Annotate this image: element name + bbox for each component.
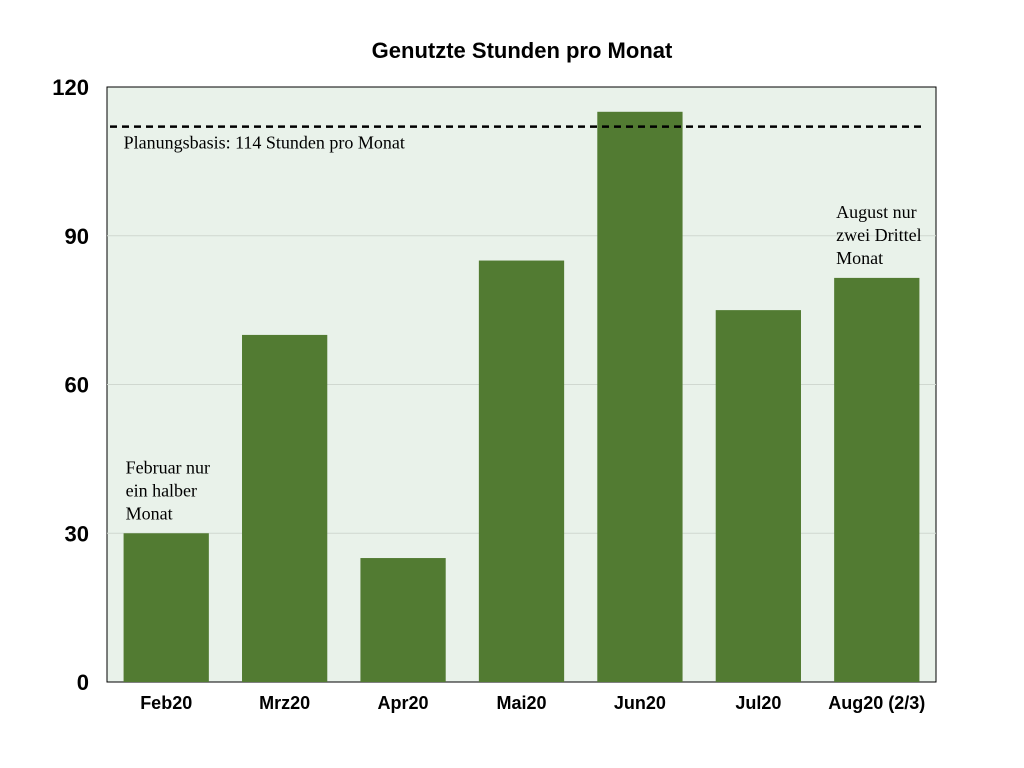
x-axis-ticks: Feb20 Mrz20 Apr20 Mai20 Jun20 Jul20 Aug20 (2/3… [140, 693, 925, 713]
bar-jul20 [715, 310, 801, 682]
bar-jun20 [597, 111, 683, 682]
bar-mrz20 [242, 334, 328, 682]
bar-annotation: Februar nur ein halber Monat [126, 457, 210, 523]
y-axis-ticks: 0 30 60 90 120 [52, 75, 89, 695]
x-tick-label: Mai20 [496, 693, 546, 713]
y-tick-label: 60 [65, 373, 89, 398]
y-tick-label: 30 [65, 521, 89, 546]
bar-aug20-2-3- [834, 277, 920, 682]
x-tick-label: Jun20 [614, 693, 666, 713]
bar-annotation: August nur zwei Drittel Monat [836, 202, 921, 268]
y-tick-label: 90 [65, 224, 89, 249]
x-tick-label: Apr20 [378, 693, 429, 713]
y-tick-label: 0 [77, 670, 89, 695]
bar-mai20 [478, 260, 565, 682]
x-tick-label: Aug20 (2/3) [828, 693, 925, 713]
annotations: Februar nur ein halber Monat August nur zwei… [126, 202, 922, 523]
chart-title: Genutzte Stunden pro Monat [372, 38, 673, 63]
reference-line-label: Planungsbasis: 114 Stunden pro Monat [124, 133, 405, 153]
x-tick-label: Mrz20 [259, 693, 310, 713]
x-tick-label: Jul20 [735, 693, 781, 713]
y-tick-label: 120 [52, 75, 89, 100]
bar-apr20 [360, 558, 446, 682]
reference-line-group: Planungsbasis: 114 Stunden pro Monat [110, 125, 922, 153]
bar-feb20 [123, 533, 209, 682]
bars [123, 111, 920, 682]
x-tick-label: Feb20 [140, 693, 192, 713]
